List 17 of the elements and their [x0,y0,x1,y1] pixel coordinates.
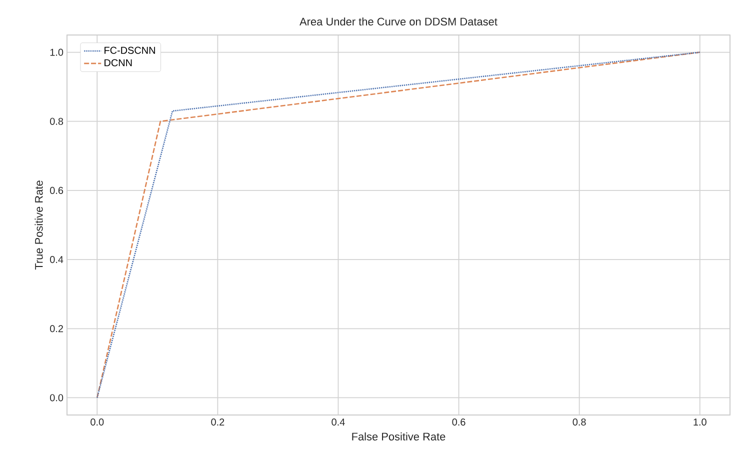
x-axis-title: False Positive Rate [352,432,446,440]
y-tick-label: 1.0 [50,48,64,56]
x-tick-label: 0.0 [90,418,104,426]
x-tick-label: 0.8 [572,418,586,426]
x-tick-label: 0.2 [211,418,224,426]
x-tick-label: 0.6 [452,418,466,426]
x-tick-label: 1.0 [694,418,706,426]
chart-title: Area Under the Curve on DDSM Dataset [300,17,498,26]
x-tick-label: 0.4 [332,418,345,426]
y-tick-label: 0.0 [50,394,64,402]
y-tick-label: 0.2 [50,325,63,332]
legend-label: FC-DSCNN [104,46,155,54]
y-axis-title: True Positive Rate [34,180,43,270]
legend-label: DCNN [104,59,132,66]
y-tick-label: 0.4 [50,256,64,264]
y-tick-label: 0.8 [50,118,64,125]
y-tick-label: 0.6 [50,186,64,194]
